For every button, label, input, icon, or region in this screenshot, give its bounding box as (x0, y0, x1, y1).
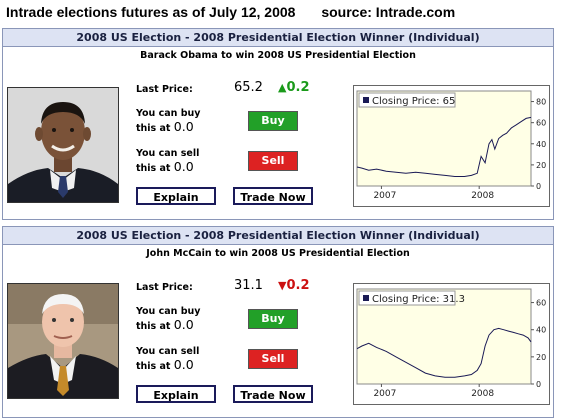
buy-info: You can buy this at 0.0 (136, 107, 200, 135)
sell-info-line2: this at (136, 361, 171, 372)
x-tick-label: 2007 (373, 191, 396, 201)
last-price-value: 65.2 (234, 80, 263, 95)
price-change: ▼0.2 (278, 278, 310, 293)
x-tick-label: 2007 (373, 389, 396, 399)
legend-box (358, 290, 456, 306)
y-tick-label: 60 (536, 119, 546, 128)
last-price-value: 31.1 (234, 278, 263, 293)
buy-info: You can buy this at 0.0 (136, 305, 200, 333)
buy-info-line2: this at (136, 321, 171, 332)
price-change-value: 0.2 (286, 278, 310, 293)
y-tick-label: 20 (536, 161, 546, 170)
legend-box (358, 92, 456, 108)
y-tick-label: 20 (536, 353, 546, 362)
up-arrow-icon: ▲ (278, 81, 287, 94)
legend-label: Closing Price: 31.3 (372, 294, 465, 305)
x-tick-label: 2008 (471, 389, 494, 399)
buy-price: 0.0 (173, 119, 194, 134)
buy-info-line2: this at (136, 123, 171, 134)
y-tick-label: 0 (536, 182, 541, 191)
last-price-label: Last Price: (136, 84, 193, 95)
sell-price: 0.0 (173, 159, 194, 174)
price-change-value: 0.2 (286, 80, 310, 95)
trade-now-button[interactable]: Trade Now (233, 385, 313, 403)
legend-label: Closing Price: 65 (372, 96, 455, 107)
down-arrow-icon: ▼ (278, 279, 287, 292)
panel-header: 2008 US Election - 2008 Presidential Ele… (3, 227, 553, 245)
headline-title: Intrade elections futures as of July 12,… (6, 4, 296, 20)
contract-title: Barack Obama to win 2008 US Presidential… (140, 50, 416, 61)
buy-info-line1: You can buy (136, 108, 201, 119)
contract-title: John McCain to win 2008 US Presidential … (146, 248, 410, 259)
market-panel-obama: 2008 US Election - 2008 Presidential Ele… (2, 28, 554, 220)
y-tick-label: 40 (536, 140, 546, 149)
price-chart-svg: Closing Price: 31.3 0 20 40 60 2007 2008 (356, 288, 546, 399)
price-chart-mccain: Closing Price: 31.3 0 20 40 60 2007 2008 (353, 283, 550, 405)
panel-header: 2008 US Election - 2008 Presidential Ele… (3, 29, 553, 47)
price-series-line (356, 327, 532, 378)
explain-button[interactable]: Explain (136, 187, 216, 205)
page-headline: Intrade elections futures as of July 12,… (6, 4, 455, 20)
explain-button[interactable]: Explain (136, 385, 216, 403)
legend-swatch (363, 295, 369, 301)
last-price-label: Last Price: (136, 282, 193, 293)
headline-source: source: Intrade.com (321, 4, 456, 20)
y-tick-label: 60 (536, 299, 546, 308)
candidate-photo-obama (7, 87, 119, 203)
buy-info-line1: You can buy (136, 306, 201, 317)
sell-price: 0.0 (173, 357, 194, 372)
trade-now-button[interactable]: Trade Now (233, 187, 313, 205)
sell-info-line2: this at (136, 163, 171, 174)
sell-info: You can sell this at 0.0 (136, 147, 199, 175)
sell-info-line1: You can sell (136, 148, 200, 159)
buy-button[interactable]: Buy (248, 309, 298, 329)
buy-button[interactable]: Buy (248, 111, 298, 131)
legend-swatch (363, 97, 369, 103)
portrait-john-mccain (8, 284, 118, 398)
sell-button[interactable]: Sell (248, 349, 298, 369)
price-change: ▲0.2 (278, 80, 310, 95)
price-series-line (356, 116, 532, 177)
buy-price: 0.0 (173, 317, 194, 332)
sell-info: You can sell this at 0.0 (136, 345, 199, 373)
sell-info-line1: You can sell (136, 346, 200, 357)
y-tick-label: 80 (536, 98, 546, 107)
price-chart-obama: Closing Price: 65 0 20 40 60 80 2007 2008 (353, 85, 550, 207)
portrait-barack-obama (8, 88, 118, 202)
y-tick-label: 0 (536, 380, 541, 389)
sell-button[interactable]: Sell (248, 151, 298, 171)
y-tick-label: 40 (536, 326, 546, 335)
candidate-photo-mccain (7, 283, 119, 399)
price-chart-svg: Closing Price: 65 0 20 40 60 80 2007 2008 (356, 90, 546, 201)
market-panel-mccain: 2008 US Election - 2008 Presidential Ele… (2, 226, 554, 418)
x-tick-label: 2008 (471, 191, 494, 201)
